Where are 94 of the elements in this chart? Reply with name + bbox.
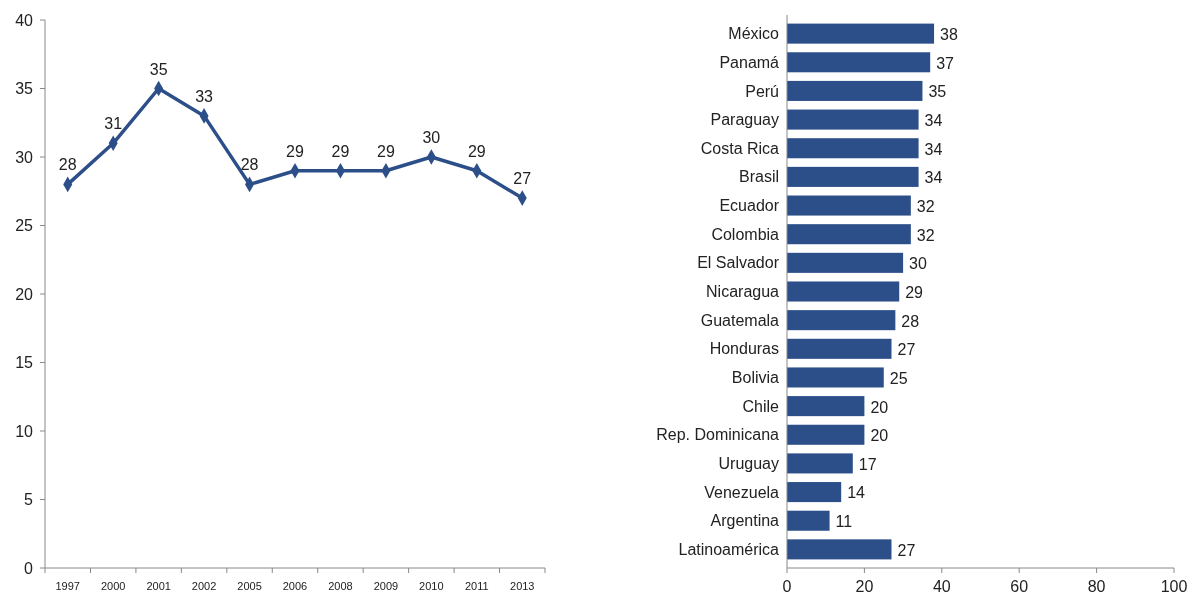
data-label: 31 — [104, 115, 123, 133]
x-tick-label: 80 — [1087, 578, 1106, 595]
y-tick-label: Chile — [742, 397, 780, 415]
y-tick-label: Guatemala — [700, 311, 780, 329]
x-tick-label: 40 — [932, 578, 951, 595]
data-label: 29 — [905, 283, 924, 301]
data-label: 35 — [149, 60, 168, 78]
data-label: 35 — [928, 83, 947, 101]
data-label: 34 — [924, 111, 943, 129]
bar — [787, 252, 904, 273]
bar — [787, 23, 935, 44]
y-tick-label: 30 — [15, 148, 34, 166]
bar — [787, 80, 923, 101]
y-tick-label: Latinoamérica — [678, 540, 780, 558]
data-label: 28 — [240, 156, 259, 174]
bar — [787, 482, 842, 503]
bar — [787, 310, 896, 331]
x-tick-label: 2005 — [237, 580, 262, 592]
y-tick-label: 40 — [15, 11, 34, 29]
x-tick-label: 2011 — [464, 580, 489, 592]
x-tick-label: 1997 — [55, 580, 80, 592]
bar — [787, 138, 919, 159]
y-tick-label: Bolivia — [731, 369, 780, 387]
bar — [787, 224, 911, 245]
y-tick-label: 10 — [15, 422, 34, 440]
x-tick-label: 60 — [1010, 578, 1029, 595]
data-label: 29 — [331, 142, 350, 160]
data-label: 27 — [513, 170, 532, 188]
bar — [787, 166, 919, 187]
y-tick-label: Ecuador — [719, 197, 780, 215]
y-tick-label: Uruguay — [718, 455, 779, 473]
data-label: 30 — [909, 255, 927, 273]
y-tick-label: Nicaragua — [706, 283, 780, 301]
y-tick-label: Colombia — [711, 225, 780, 243]
bar — [787, 539, 892, 560]
data-label: 34 — [924, 140, 943, 158]
x-tick-label: 2002 — [191, 580, 217, 592]
y-tick-label: Venezuela — [704, 483, 780, 501]
bar — [787, 281, 900, 302]
x-tick-label: 2010 — [419, 580, 444, 592]
x-tick-label: 2000 — [100, 580, 126, 592]
data-label: 32 — [916, 226, 935, 244]
bar — [787, 396, 865, 417]
y-tick-label: El Salvador — [697, 254, 780, 272]
y-tick-label: 0 — [24, 559, 34, 577]
y-tick-label: Panamá — [719, 53, 780, 71]
y-tick-label: Paraguay — [710, 111, 779, 129]
x-tick-label: 2001 — [146, 580, 171, 592]
x-tick-label: 0 — [782, 578, 792, 595]
data-label: 27 — [897, 341, 916, 359]
data-label: 34 — [924, 169, 943, 187]
y-tick-label: 25 — [15, 217, 34, 235]
data-label: 20 — [870, 398, 889, 416]
data-label: 38 — [940, 26, 958, 44]
y-tick-label: 5 — [24, 491, 34, 509]
data-label: 20 — [870, 427, 889, 445]
bar — [787, 510, 830, 531]
data-label: 11 — [835, 513, 853, 531]
bar — [787, 367, 884, 388]
bar — [787, 109, 919, 130]
data-label: 29 — [467, 142, 486, 160]
data-label: 29 — [286, 142, 304, 160]
bar — [787, 338, 892, 359]
x-tick-label: 2008 — [328, 580, 353, 592]
y-tick-label: 15 — [15, 354, 34, 372]
y-tick-label: Perú — [745, 82, 779, 100]
y-tick-label: Rep. Dominicana — [656, 426, 780, 444]
data-label: 27 — [897, 541, 916, 559]
data-label: 30 — [422, 129, 441, 146]
data-label: 37 — [936, 54, 955, 72]
data-label: 14 — [847, 484, 866, 502]
bar — [787, 453, 853, 474]
y-tick-label: México — [728, 25, 780, 43]
bar — [787, 52, 931, 73]
y-tick-label: Brasil — [738, 168, 779, 186]
data-label: 25 — [889, 369, 908, 387]
data-label: 28 — [901, 312, 920, 330]
x-tick-label: 2006 — [282, 580, 308, 592]
y-tick-label: Argentina — [710, 512, 780, 530]
data-label: 28 — [58, 156, 77, 174]
bar — [787, 424, 865, 445]
x-tick-label: 2013 — [510, 580, 535, 592]
x-tick-label: 20 — [855, 578, 874, 595]
y-tick-label: 35 — [15, 80, 34, 98]
y-tick-label: Honduras — [709, 340, 779, 358]
data-label: 29 — [377, 142, 395, 160]
x-tick-label: 100 — [1160, 578, 1188, 595]
bar — [787, 195, 911, 216]
data-label: 17 — [858, 455, 877, 473]
x-tick-label: 2009 — [373, 580, 399, 592]
data-label: 32 — [916, 197, 935, 215]
y-tick-label: Costa Rica — [700, 139, 780, 157]
data-label: 33 — [195, 87, 214, 105]
y-tick-label: 20 — [15, 285, 34, 303]
